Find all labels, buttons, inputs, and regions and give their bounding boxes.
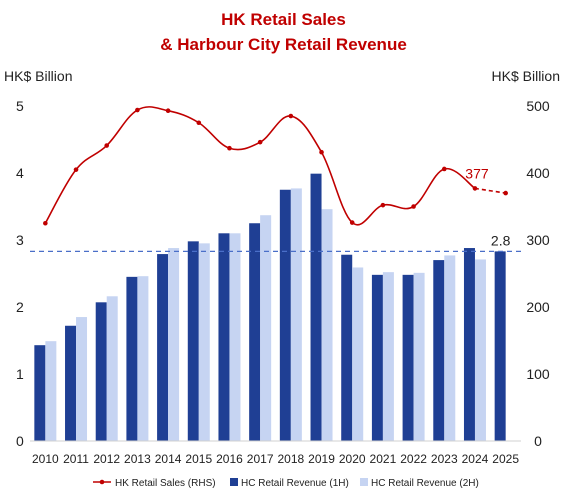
bar-1h-2025 [494, 251, 506, 441]
legend-label-2h: HC Retail Revenue (2H) [371, 478, 479, 489]
bar-2h-2010 [45, 341, 57, 441]
bar-1h-2023 [433, 260, 445, 441]
line-hk-retail-sales [44, 106, 476, 226]
annotation-revenue-2025: 2.8 [491, 232, 511, 248]
x-tick-2010: 2010 [32, 452, 59, 466]
legend-label-retail-sales: HK Retail Sales (RHS) [115, 478, 216, 489]
y-tick-right-400: 400 [526, 165, 550, 181]
point-hk-retail-sales-2024 [472, 186, 478, 191]
y-tick-right-0: 0 [534, 433, 542, 449]
x-tick-2020: 2020 [339, 452, 366, 466]
bar-2h-2021 [382, 272, 394, 441]
point-hk-retail-sales-2022 [411, 204, 416, 209]
line-hk-retail-sales-projection [474, 187, 506, 194]
point-hk-retail-sales-2018 [288, 113, 294, 119]
point-hk-retail-sales-2017 [257, 139, 263, 145]
y-axis-left-label: HK$ Billion [4, 68, 72, 84]
bar-1h-2022 [402, 274, 414, 441]
y-tick-right-100: 100 [526, 366, 550, 382]
point-hk-retail-sales-2010 [43, 220, 48, 226]
bar-2h-2022 [413, 272, 425, 441]
bar-1h-2011 [65, 325, 77, 441]
bar-2h-2011 [76, 317, 88, 441]
point-hk-retail-sales-2014 [165, 108, 171, 113]
bar-2h-2017 [260, 215, 272, 441]
point-hk-retail-sales-2015 [196, 120, 202, 126]
y-tick-left-1: 1 [16, 366, 24, 382]
bar-2h-2015 [198, 243, 210, 441]
x-tick-2022: 2022 [400, 452, 427, 466]
x-tick-2016: 2016 [216, 452, 243, 466]
x-tick-2015: 2015 [185, 452, 212, 466]
x-tick-2013: 2013 [124, 452, 151, 466]
chart-title-line-2: & Harbour City Retail Revenue [160, 35, 407, 54]
point-hk-retail-sales-2020 [349, 220, 355, 225]
point-hk-retail-sales-2021 [380, 202, 386, 208]
bar-1h-2020 [341, 254, 353, 441]
bar-1h-2019 [310, 173, 322, 442]
x-tick-2014: 2014 [155, 452, 182, 466]
point-hk-retail-sales-2013 [135, 107, 140, 113]
x-tick-2025: 2025 [492, 452, 519, 466]
x-tick-2018: 2018 [277, 452, 304, 466]
bar-1h-2015 [187, 241, 199, 441]
point-hk-retail-sales-2011 [73, 167, 79, 172]
point-hk-retail-sales-2025 [503, 190, 508, 196]
bar-2h-2012 [106, 296, 118, 441]
bar-1h-2012 [95, 302, 107, 441]
bar-2h-2019 [321, 209, 333, 441]
legend-marker-retail-sales [99, 479, 105, 485]
bar-2h-2016 [229, 233, 241, 441]
point-hk-retail-sales-2012 [104, 143, 110, 148]
point-hk-retail-sales-2023 [441, 166, 447, 172]
bar-1h-2014 [157, 254, 169, 441]
x-tick-2017: 2017 [247, 452, 274, 466]
annotation-retail-sales-2024: 377 [465, 165, 489, 181]
legend-swatch-2h [360, 478, 368, 486]
y-tick-right-500: 500 [526, 98, 550, 114]
y-tick-left-0: 0 [16, 433, 24, 449]
x-tick-2023: 2023 [431, 452, 458, 466]
y-tick-right-200: 200 [526, 299, 550, 315]
bar-2h-2014 [168, 248, 180, 441]
bar-1h-2024 [463, 248, 475, 441]
bar-1h-2017 [249, 223, 261, 441]
x-tick-2011: 2011 [63, 452, 89, 466]
legend-label-1h: HC Retail Revenue (1H) [241, 478, 349, 489]
bar-2h-2023 [444, 255, 456, 441]
point-hk-retail-sales-2016 [227, 145, 232, 151]
x-tick-2012: 2012 [93, 452, 120, 466]
bar-1h-2010 [34, 345, 46, 441]
bar-1h-2021 [371, 274, 383, 441]
chart-title-line-1: HK Retail Sales [221, 10, 346, 29]
bar-1h-2018 [279, 189, 291, 441]
bar-2h-2013 [137, 276, 149, 441]
point-hk-retail-sales-2019 [319, 149, 324, 155]
bar-1h-2016 [218, 233, 230, 441]
bar-2h-2020 [352, 267, 364, 441]
y-axis-right-label: HK$ Billion [492, 68, 560, 84]
x-tick-2021: 2021 [370, 452, 397, 466]
bar-1h-2013 [126, 276, 138, 441]
bar-2h-2018 [290, 188, 302, 441]
x-tick-2024: 2024 [462, 452, 489, 466]
x-tick-2019: 2019 [308, 452, 335, 466]
y-tick-left-5: 5 [16, 98, 24, 114]
y-tick-left-4: 4 [16, 165, 24, 181]
y-tick-right-300: 300 [526, 232, 550, 248]
legend-swatch-1h [230, 478, 238, 486]
y-tick-left-3: 3 [16, 232, 24, 248]
y-tick-left-2: 2 [16, 299, 24, 315]
bar-2h-2024 [474, 259, 486, 441]
